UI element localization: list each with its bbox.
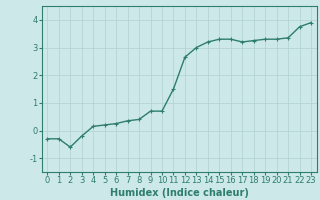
- X-axis label: Humidex (Indice chaleur): Humidex (Indice chaleur): [110, 188, 249, 198]
